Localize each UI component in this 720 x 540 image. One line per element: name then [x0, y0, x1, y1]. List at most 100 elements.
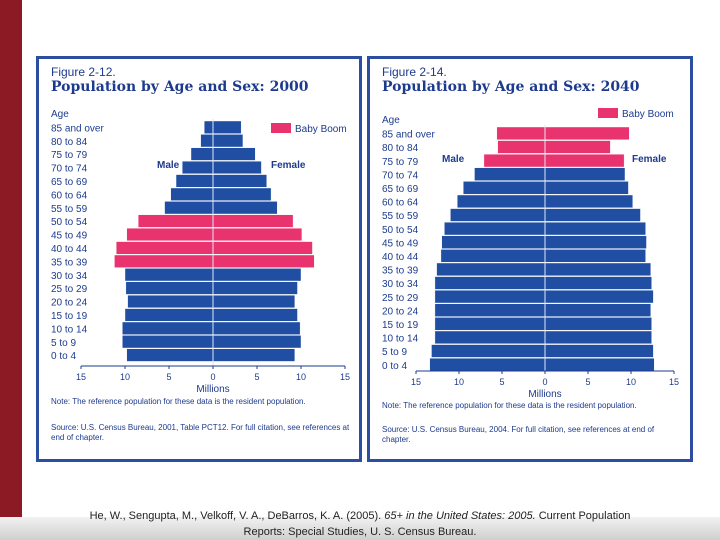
male-bar — [431, 344, 546, 358]
male-bar — [122, 321, 214, 335]
figure-label: Figure 2-12. — [51, 65, 116, 79]
female-bar — [544, 289, 654, 304]
age-group-label: 50 to 54 — [51, 217, 88, 228]
female-bar — [544, 194, 633, 209]
age-group-label: 15 to 19 — [382, 320, 419, 331]
x-tick-label: 0 — [210, 372, 215, 382]
x-tick-label: 15 — [411, 377, 421, 387]
x-tick-label: 15 — [76, 372, 86, 382]
population-pyramid-2000: Age 85 and over 80 to 84 75 to 79 70 to 74 65… — [51, 109, 350, 395]
age-group-label: 0 to 4 — [51, 351, 76, 362]
female-bar — [544, 126, 630, 141]
figure-panel-2040: Figure 2-14. Population by Age and Sex: … — [367, 56, 693, 462]
female-bar — [544, 330, 652, 345]
citation-work-title: 65+ in the United States: 2005. — [384, 510, 536, 522]
male-bar — [497, 140, 546, 154]
figure-label: Figure 2-14. — [382, 65, 447, 79]
male-bar — [164, 201, 214, 215]
male-bar — [463, 181, 546, 195]
age-group-label: 20 to 24 — [51, 298, 88, 309]
female-bar — [212, 120, 242, 134]
x-tick-label: 15 — [669, 377, 679, 387]
male-bar — [474, 167, 546, 181]
age-group-label: 10 to 14 — [51, 324, 88, 335]
age-group-label: 25 to 29 — [382, 293, 419, 304]
male-bar — [127, 294, 214, 308]
age-group-label: 70 to 74 — [51, 164, 88, 175]
age-group-label: 45 to 49 — [51, 231, 88, 242]
citation: He, W., Sengupta, M., Velkoff, V. A., De… — [40, 508, 680, 540]
age-group-label: 45 to 49 — [382, 238, 419, 249]
male-bar — [114, 254, 214, 268]
x-tick-label: 5 — [585, 377, 590, 387]
female-bar — [212, 308, 298, 322]
female-bar — [212, 147, 256, 161]
figure-title: Population by Age and Sex: 2040 — [382, 79, 640, 95]
age-group-label: 20 to 24 — [382, 306, 419, 317]
female-bar — [544, 153, 625, 168]
female-bar — [212, 321, 301, 335]
female-bar — [212, 214, 294, 228]
male-bar — [434, 276, 546, 290]
male-bar — [126, 227, 214, 241]
female-label: Female — [632, 154, 667, 165]
male-bar — [170, 187, 214, 201]
age-group-label: 65 to 69 — [382, 184, 419, 195]
female-bar — [544, 208, 641, 222]
female-bar — [212, 174, 267, 188]
male-bar — [190, 147, 214, 161]
female-bar — [544, 249, 646, 263]
age-group-label: 30 to 34 — [51, 271, 88, 282]
citation-series: Current Population — [538, 510, 631, 522]
female-bar — [544, 303, 651, 317]
x-tick-label: 10 — [454, 377, 464, 387]
male-bar — [434, 303, 546, 317]
figure-source: Source: U.S. Census Bureau, 2001, Table … — [51, 423, 350, 442]
female-bar — [544, 262, 651, 277]
age-group-label: 55 to 59 — [382, 211, 419, 222]
legend-label: Baby Boom — [622, 109, 674, 120]
legend-label: Baby Boom — [295, 124, 347, 135]
x-tick-label: 5 — [166, 372, 171, 382]
female-bar — [212, 348, 296, 362]
male-bar — [115, 241, 214, 255]
x-axis-label: Millions — [196, 384, 229, 395]
figure-note: Note: The reference population for these… — [51, 397, 306, 406]
x-tick-label: 0 — [542, 377, 547, 387]
legend-swatch — [598, 108, 618, 118]
female-bar — [544, 167, 626, 181]
female-bar — [544, 358, 655, 372]
age-group-label: 10 to 14 — [382, 334, 419, 345]
female-bar — [212, 335, 302, 349]
male-bar — [496, 126, 546, 141]
female-bar — [212, 160, 262, 174]
male-bar — [429, 358, 546, 372]
x-tick-label: 10 — [296, 372, 306, 382]
slide-footer-bar — [0, 517, 720, 540]
citation-authors: He, W., Sengupta, M., Velkoff, V. A., De… — [89, 510, 382, 522]
age-group-label: 70 to 74 — [382, 170, 419, 181]
age-group-label: 25 to 29 — [51, 284, 88, 295]
male-bar — [181, 160, 214, 174]
y-axis-label: Age — [382, 115, 400, 126]
female-bar — [212, 294, 296, 308]
male-bar — [436, 262, 546, 277]
male-bar — [175, 174, 214, 188]
legend-swatch — [271, 123, 291, 133]
x-tick-label: 15 — [340, 372, 350, 382]
male-bar — [440, 249, 546, 263]
age-group-label: 40 to 44 — [51, 244, 88, 255]
female-bar — [212, 254, 315, 268]
female-bar — [212, 201, 278, 215]
female-bar — [212, 241, 313, 255]
age-group-label: 55 to 59 — [51, 204, 88, 215]
female-bar — [544, 317, 652, 331]
male-bar — [434, 330, 546, 345]
age-group-label: 65 to 69 — [51, 177, 88, 188]
age-group-label: 50 to 54 — [382, 225, 419, 236]
male-bar — [137, 214, 214, 228]
age-group-label: 5 to 9 — [51, 338, 76, 349]
female-bar — [544, 344, 654, 358]
age-group-label: 60 to 64 — [51, 190, 88, 201]
age-group-label: 15 to 19 — [51, 311, 88, 322]
